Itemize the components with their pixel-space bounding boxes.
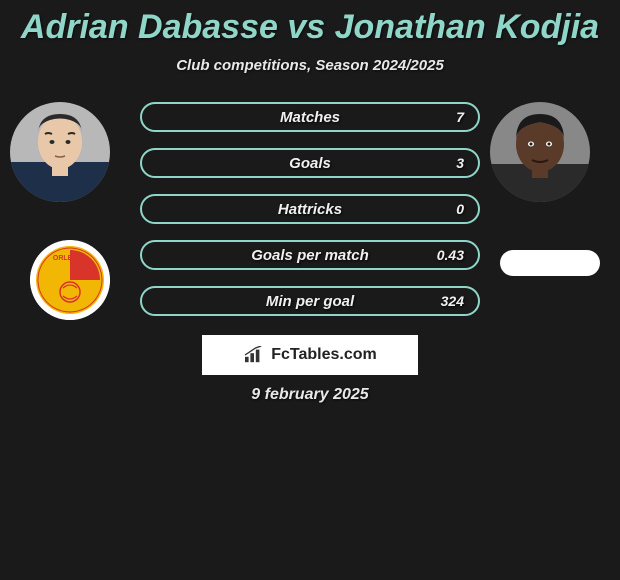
stats-list: Matches 7 Goals 3 Hattricks 0 Goals per … bbox=[140, 102, 480, 332]
date-text: 9 february 2025 bbox=[0, 386, 620, 404]
stat-value: 3 bbox=[456, 155, 464, 171]
brand-text: FcTables.com bbox=[271, 346, 377, 364]
stat-value: 0.43 bbox=[437, 247, 464, 263]
player-right-avatar bbox=[490, 102, 590, 202]
stat-row-minpergoal: Min per goal 324 bbox=[140, 286, 480, 316]
stat-label: Goals per match bbox=[251, 247, 369, 264]
svg-text:ORLEANS: ORLEANS bbox=[53, 255, 88, 262]
club-right-badge bbox=[500, 250, 600, 276]
chart-icon bbox=[243, 346, 265, 364]
stat-value: 7 bbox=[456, 109, 464, 125]
stat-label: Min per goal bbox=[266, 293, 354, 310]
subtitle: Club competitions, Season 2024/2025 bbox=[0, 57, 620, 74]
stat-row-goalspermatch: Goals per match 0.43 bbox=[140, 240, 480, 270]
stat-row-hattricks: Hattricks 0 bbox=[140, 194, 480, 224]
club-left-badge: ORLEANS bbox=[30, 240, 110, 320]
brand-box[interactable]: FcTables.com bbox=[202, 335, 418, 375]
stat-row-goals: Goals 3 bbox=[140, 148, 480, 178]
stat-label: Hattricks bbox=[278, 201, 342, 218]
stat-value: 324 bbox=[441, 293, 464, 309]
page-title: Adrian Dabasse vs Jonathan Kodjia bbox=[0, 0, 620, 47]
player-left-avatar bbox=[10, 102, 110, 202]
avatar-right-svg bbox=[490, 102, 590, 202]
club-left-svg: ORLEANS bbox=[30, 240, 110, 320]
stat-row-matches: Matches 7 bbox=[140, 102, 480, 132]
stat-label: Matches bbox=[280, 109, 340, 126]
stat-label: Goals bbox=[289, 155, 331, 172]
avatar-left-svg bbox=[10, 102, 110, 202]
stat-value: 0 bbox=[456, 201, 464, 217]
